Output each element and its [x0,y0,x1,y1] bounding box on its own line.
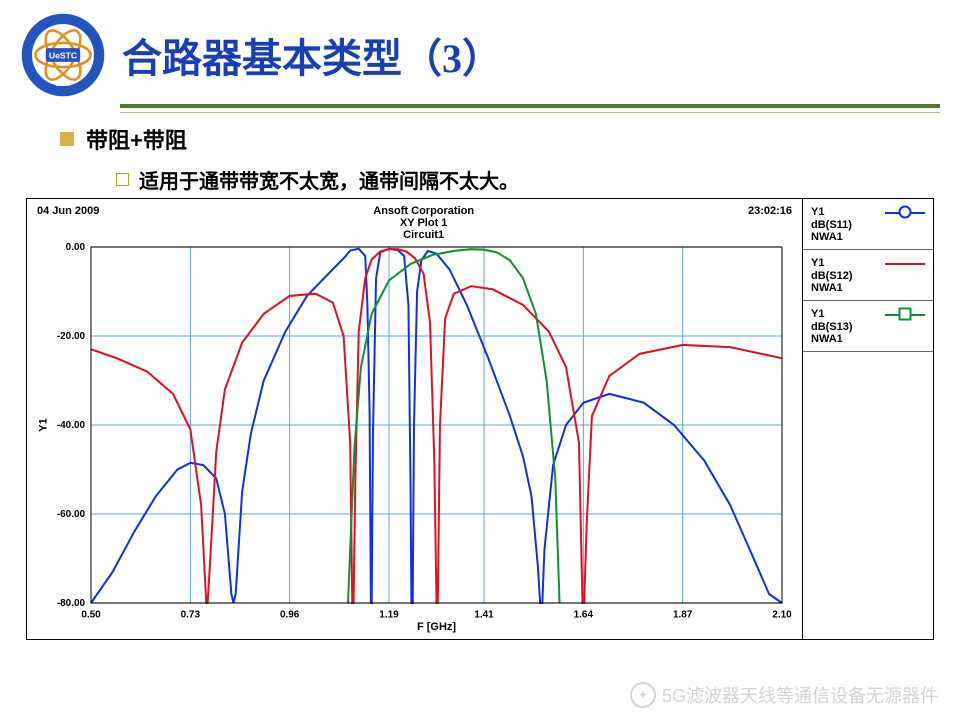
bullet-level2: 适用于通带带宽不太宽，通带间隔不太大。 [116,165,940,194]
legend-label: Y1 [811,257,824,269]
legend-series-name: dB(S12) [811,270,925,282]
legend-symbol [885,205,925,219]
legend-label: Y1 [811,206,824,218]
wechat-icon: ✦ [630,682,656,708]
legend-symbol [885,256,925,270]
plot-header: 04 Jun 2009 Ansoft Corporation XY Plot 1… [27,199,802,247]
svg-text:1.19: 1.19 [379,609,399,620]
watermark-text: 5G滤波器天线等通信设备无源器件 [662,682,938,708]
plot-title-block: Ansoft Corporation XY Plot 1 Circuit1 [373,205,474,241]
plot-main: 04 Jun 2009 Ansoft Corporation XY Plot 1… [27,199,802,639]
legend-series-name: dB(S11) [811,219,925,231]
page-title: 合路器基本类型（3） [122,26,502,84]
plot-company: Ansoft Corporation [373,205,474,217]
title-divider [120,104,940,113]
legend-item: Y1dB(S13)NWA1 [803,301,933,352]
slide: UeSTC 1956 合路器基本类型（3） 带阻+带阻 适用于通带带宽不太宽，通… [0,0,960,720]
svg-text:-40.00: -40.00 [57,420,86,431]
bullet2-text: 适用于通带带宽不太宽，通带间隔不太大。 [139,165,519,194]
plot-time: 23:02:16 [748,205,792,217]
legend-label: Y1 [811,308,824,320]
bullet1-text: 带阻+带阻 [86,123,187,155]
legend-source: NWA1 [811,282,925,294]
svg-text:-80.00: -80.00 [57,598,86,609]
svg-text:UeSTC: UeSTC [49,50,77,60]
legend-source: NWA1 [811,333,925,345]
legend-item: Y1dB(S12)NWA1 [803,250,933,301]
legend-series-name: dB(S13) [811,321,925,333]
legend-source: NWA1 [811,231,925,243]
chart-svg: 0.500.730.961.191.411.641.872.100.00-20.… [91,247,782,603]
svg-text:-60.00: -60.00 [57,509,86,520]
svg-text:0.00: 0.00 [66,242,86,253]
plot-circuit: Circuit1 [373,229,474,241]
bullet1-icon [60,132,74,146]
x-axis-label: F [GHz] [417,621,456,633]
svg-text:1.41: 1.41 [474,609,494,620]
plot-panel: 04 Jun 2009 Ansoft Corporation XY Plot 1… [26,198,934,640]
svg-text:1.64: 1.64 [574,609,594,620]
plot-date: 04 Jun 2009 [37,205,99,217]
legend-symbol [885,307,925,321]
svg-text:1.87: 1.87 [673,609,693,620]
university-logo: UeSTC 1956 [20,12,106,98]
legend-item: Y1dB(S11)NWA1 [803,199,933,250]
svg-text:1956: 1956 [55,81,70,88]
plot-name: XY Plot 1 [373,217,474,229]
y-axis-label: Y1 [38,418,50,431]
watermark: ✦ 5G滤波器天线等通信设备无源器件 [630,682,938,708]
chart-area: Y1 F [GHz] 0.500.730.961.191.411.641.872… [91,247,782,603]
title-row: UeSTC 1956 合路器基本类型（3） [20,12,940,98]
svg-text:0.96: 0.96 [280,609,300,620]
svg-text:-20.00: -20.00 [57,331,86,342]
svg-text:0.50: 0.50 [81,609,101,620]
legend: Y1dB(S11)NWA1Y1dB(S12)NWA1Y1dB(S13)NWA1 [802,199,933,639]
svg-text:0.73: 0.73 [181,609,201,620]
bullet2-icon [116,173,129,186]
bullet-level1: 带阻+带阻 [60,123,940,155]
svg-text:2.10: 2.10 [772,609,792,620]
